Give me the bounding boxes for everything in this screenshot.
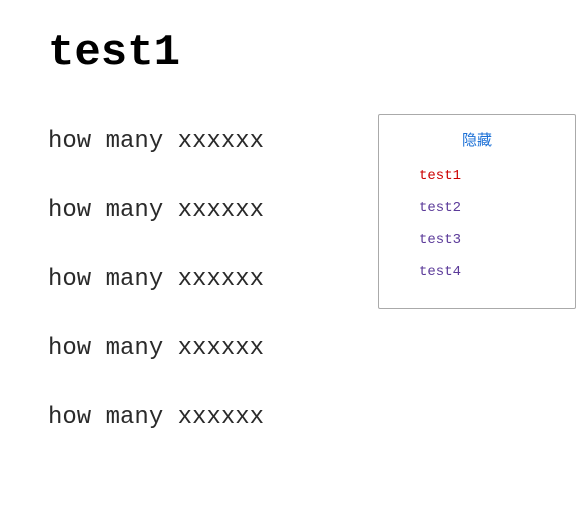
toc-panel: 隐藏 test1 test2 test3 test4 [378, 114, 576, 309]
toc-toggle-button[interactable]: 隐藏 [379, 115, 575, 160]
page-title: test1 [48, 28, 581, 78]
toc-item[interactable]: test3 [379, 224, 575, 256]
toc-item[interactable]: test1 [379, 160, 575, 192]
content-line: how many xxxxxx [48, 335, 581, 362]
toc-item[interactable]: test2 [379, 192, 575, 224]
toc-item[interactable]: test4 [379, 256, 575, 288]
content-line: how many xxxxxx [48, 404, 581, 431]
